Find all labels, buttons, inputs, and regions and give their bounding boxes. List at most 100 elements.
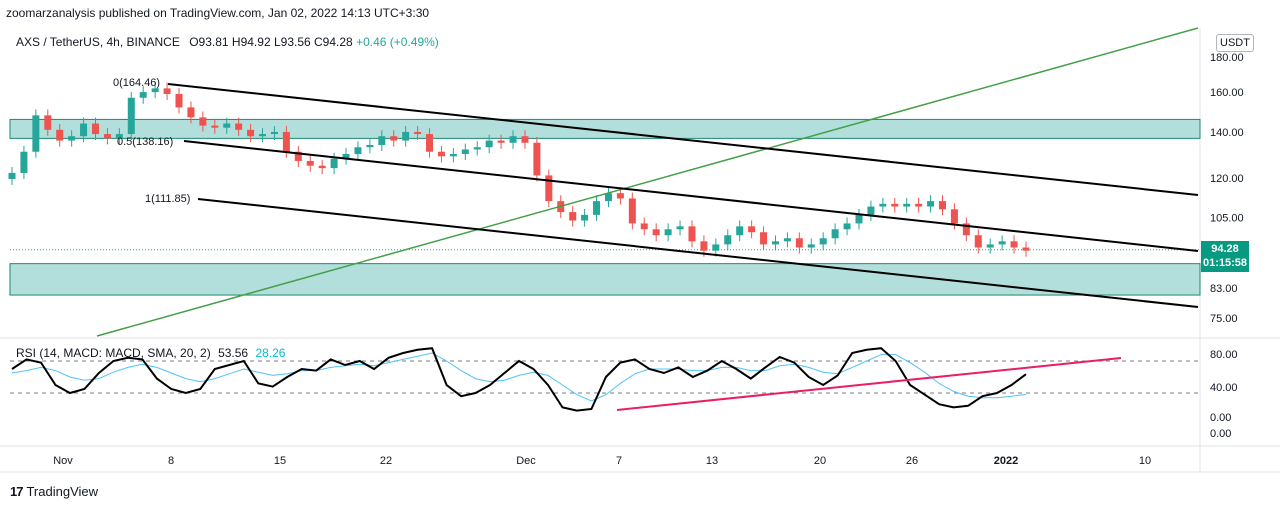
candle-body (938, 201, 946, 210)
candle-body (390, 136, 398, 141)
time-tick-label: 26 (906, 455, 918, 467)
candle-body (962, 223, 970, 236)
candle-body (760, 232, 768, 245)
candle-body (628, 198, 636, 224)
time-tick-label: 10 (1139, 455, 1151, 467)
candle-body (426, 134, 434, 152)
candle-body (342, 154, 350, 159)
fib-channel-mid-line (183, 140, 1199, 252)
price-tick-label: 105.00 (1210, 213, 1244, 225)
tradingview-logo-icon: 17 (10, 484, 24, 499)
candle-body (366, 144, 374, 148)
candle-body (664, 229, 672, 236)
candle-body (402, 131, 410, 141)
candle-body (986, 244, 994, 248)
candle-body (485, 140, 493, 148)
candle-body (891, 203, 899, 207)
price-tick-label: 180.00 (1210, 52, 1244, 64)
time-tick-label: 7 (616, 455, 622, 467)
support-resistance-zone-0 (9, 118, 1201, 139)
candle-body (115, 134, 123, 139)
time-tick-label: 22 (380, 455, 392, 467)
brand-label: TradingView (26, 484, 99, 499)
candle-body (950, 209, 958, 224)
candles-group (8, 82, 1030, 257)
candle-body (581, 214, 589, 221)
symbol-label[interactable]: AXS / TetherUS, 4h, BINANCE (16, 35, 180, 49)
candle-body (282, 131, 290, 152)
fib-channel-bottom-line (197, 198, 1199, 308)
candle-body (199, 117, 207, 126)
fib-level-label: 1(111.85) (145, 193, 190, 205)
last-price-tag: 94.28 01:15:58 (1201, 241, 1249, 272)
candle-body (915, 203, 923, 207)
candle-body (795, 238, 803, 248)
candle-body (187, 107, 195, 118)
candle-body (783, 238, 791, 242)
candle-body (354, 147, 362, 155)
rsi-value: 53.56 (218, 346, 249, 360)
candle-body (676, 226, 684, 230)
fib-level-label: 0(164.46) (113, 77, 160, 89)
candle-body (545, 175, 553, 202)
fib-level-label: 0.5(138.16) (117, 136, 173, 148)
ohlc-close: C94.28 (314, 35, 353, 49)
candle-body (652, 229, 660, 236)
change-value: +0.46 (+0.49%) (356, 35, 439, 49)
rsi-signal-line (11, 352, 1027, 402)
candle-body (509, 136, 517, 143)
candle-body (103, 134, 111, 139)
candle-body (139, 92, 147, 98)
publisher-line: zoomarzanalysis published on TradingView… (6, 6, 430, 20)
candle-body (688, 226, 696, 242)
candle-body (127, 97, 135, 135)
symbol-legend: AXS / TetherUS, 4h, BINANCE O93.81 H94.9… (16, 35, 439, 49)
candle-body (712, 244, 720, 251)
candle-body (700, 241, 708, 251)
support-resistance-zone-1 (9, 263, 1201, 296)
time-tick-label: 13 (706, 455, 718, 467)
candle-body (92, 123, 100, 135)
candle-body (497, 140, 505, 143)
candle-body (593, 201, 601, 215)
candle-body (998, 241, 1006, 245)
candle-body (151, 88, 159, 93)
candle-body (414, 131, 422, 135)
tradingview-brand[interactable]: 17 TradingView (10, 484, 98, 499)
candle-body (748, 226, 756, 233)
time-tick-label: 15 (274, 455, 286, 467)
candle-body (223, 123, 231, 128)
candle-body (771, 241, 779, 245)
candle-body (831, 229, 839, 239)
rsi-line (11, 347, 1027, 412)
candle-body (20, 151, 28, 173)
candle-body (378, 136, 386, 145)
fib-channel-top-line (167, 83, 1199, 196)
candle-body (843, 223, 851, 230)
candle-body (736, 226, 744, 236)
candle-body (855, 214, 863, 224)
rsi-label[interactable]: RSI (14, MACD: MACD, SMA, 20, 2) (16, 346, 211, 360)
price-tick-label: 83.00 (1210, 283, 1238, 295)
ohlc-high: H94.92 (231, 35, 271, 49)
currency-button[interactable]: USDT (1216, 34, 1254, 52)
candle-body (461, 149, 469, 155)
candle-body (56, 129, 64, 141)
candle-body (175, 93, 183, 108)
candle-body (927, 201, 935, 207)
candle-body (44, 115, 52, 130)
rsi-tick-label: 0.00 (1210, 412, 1231, 424)
candle-body (569, 212, 577, 221)
candle-body (8, 172, 16, 179)
candle-body (807, 244, 815, 248)
candle-body (294, 151, 302, 161)
time-tick-label: Nov (53, 455, 73, 467)
time-tick-label: 2022 (994, 455, 1018, 467)
candle-body (974, 235, 982, 248)
candle-body (533, 142, 541, 176)
candle-body (318, 165, 326, 169)
time-tick-label: Dec (516, 455, 536, 467)
candle-body (867, 206, 875, 215)
candle-body (1010, 241, 1018, 248)
